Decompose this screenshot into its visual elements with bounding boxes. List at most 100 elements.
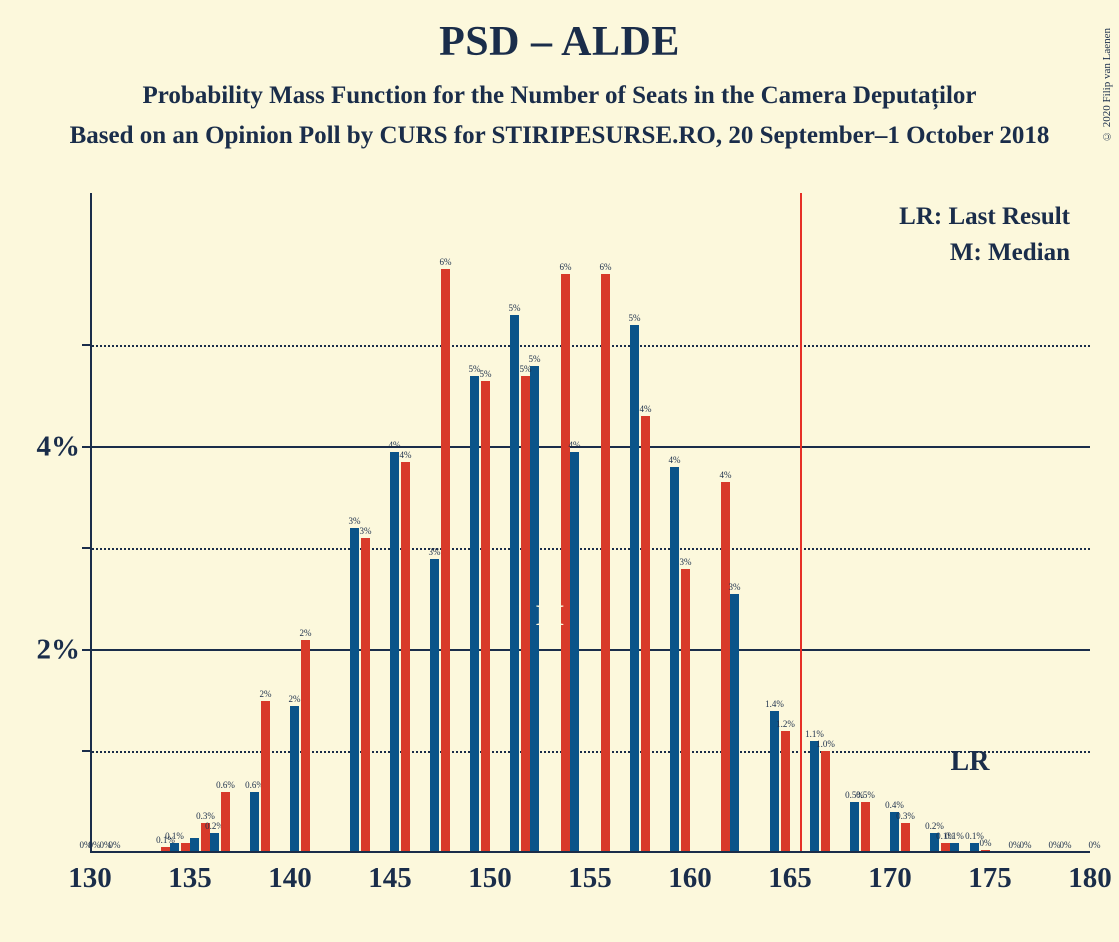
bar-blue: [810, 741, 819, 851]
bar-value-label: 0%: [109, 840, 121, 850]
x-axis-label: 170: [868, 862, 912, 895]
gridline-minor: [92, 751, 1090, 753]
bar-red: [941, 843, 950, 851]
bar-red: [261, 701, 270, 851]
bar-value-label: 1.2%: [776, 719, 795, 729]
x-axis-label: 135: [168, 862, 212, 895]
bar-blue: [970, 843, 979, 851]
bar-value-label: 2%: [300, 628, 312, 638]
bar-blue: [510, 315, 519, 851]
bar-blue: [850, 802, 859, 851]
legend-m: M: Median: [899, 239, 1070, 267]
bar-value-label: 0.1%: [945, 831, 964, 841]
x-axis-label: 140: [268, 862, 312, 895]
x-axis-label: 175: [968, 862, 1012, 895]
bar-value-label: 0%: [1020, 840, 1032, 850]
bar-value-label: 0.4%: [885, 800, 904, 810]
bar-red: [181, 843, 190, 851]
bar-blue: [730, 594, 739, 851]
bar-red: [441, 269, 450, 851]
bar-value-label: 0.6%: [216, 780, 235, 790]
bar-blue: [770, 711, 779, 851]
bar-value-label: 0.1%: [165, 831, 184, 841]
bar-value-label: 3%: [349, 516, 361, 526]
bar-value-label: 5%: [520, 364, 532, 374]
plot-region: LR: Last Result M: Median 2%4%1301351401…: [90, 193, 1090, 853]
bar-value-label: 3%: [680, 557, 692, 567]
bar-blue: [630, 325, 639, 851]
bar-value-label: 0.3%: [196, 811, 215, 821]
bar-value-label: 3%: [429, 547, 441, 557]
gridline-major: [92, 649, 1090, 651]
bar-blue: [670, 467, 679, 851]
bar-value-label: 0.3%: [896, 811, 915, 821]
legend: LR: Last Result M: Median: [899, 203, 1070, 275]
bar-value-label: 2%: [260, 689, 272, 699]
chart-subtitle-2: Based on an Opinion Poll by CURS for STI…: [0, 122, 1119, 150]
bar-value-label: 4%: [389, 440, 401, 450]
bar-value-label: 0.2%: [925, 821, 944, 831]
x-axis-label: 155: [568, 862, 612, 895]
bar-red: [901, 823, 910, 851]
bar-blue: [390, 452, 399, 851]
bar-value-label: 5%: [480, 369, 492, 379]
bar-red: [861, 802, 870, 851]
bar-value-label: 0%: [1089, 840, 1101, 850]
bar-value-label: 4%: [669, 455, 681, 465]
bar-value-label: 0%: [1060, 840, 1072, 850]
bar-value-label: 1.1%: [805, 729, 824, 739]
bar-value-label: 5%: [629, 313, 641, 323]
bar-red: [821, 751, 830, 851]
bar-blue: [470, 376, 479, 851]
lr-marker: LR: [951, 746, 990, 778]
median-marker: M: [536, 599, 564, 633]
bar-red: [401, 462, 410, 851]
bar-value-label: 4%: [640, 404, 652, 414]
x-axis-label: 165: [768, 862, 812, 895]
bar-value-label: 5%: [529, 354, 541, 364]
lr-line: [800, 193, 802, 853]
x-axis-label: 130: [68, 862, 112, 895]
y-axis-label: 4%: [30, 430, 80, 463]
bar-red: [781, 731, 790, 851]
bar-blue: [430, 559, 439, 851]
x-axis: [90, 851, 1090, 853]
bar-value-label: 0.5%: [856, 790, 875, 800]
bar-value-label: 6%: [440, 257, 452, 267]
bar-red: [681, 569, 690, 851]
bar-red: [561, 274, 570, 851]
bar-value-label: 4%: [720, 470, 732, 480]
gridline-minor: [92, 548, 1090, 550]
chart-area: LR: Last Result M: Median 2%4%1301351401…: [90, 193, 1090, 888]
legend-lr: LR: Last Result: [899, 203, 1070, 231]
bar-blue: [210, 833, 219, 851]
x-axis-label: 150: [468, 862, 512, 895]
bar-red: [601, 274, 610, 851]
y-axis-label: 2%: [30, 633, 80, 666]
bar-blue: [250, 792, 259, 851]
bar-value-label: 1.4%: [765, 699, 784, 709]
bar-red: [361, 538, 370, 851]
chart-title: PSD – ALDE: [0, 18, 1119, 66]
bar-blue: [570, 452, 579, 851]
bar-value-label: 3%: [360, 526, 372, 536]
y-axis: [90, 193, 92, 853]
bar-value-label: 0%: [980, 838, 992, 848]
bar-red: [641, 416, 650, 851]
bar-red: [481, 381, 490, 851]
x-axis-label: 145: [368, 862, 412, 895]
chart-subtitle-1: Probability Mass Function for the Number…: [0, 82, 1119, 110]
gridline-minor: [92, 345, 1090, 347]
bar-value-label: 6%: [600, 262, 612, 272]
x-axis-label: 180: [1068, 862, 1112, 895]
bar-blue: [190, 838, 199, 851]
bar-red: [521, 376, 530, 851]
bar-value-label: 5%: [509, 303, 521, 313]
bar-value-label: 1.0%: [816, 739, 835, 749]
bar-blue: [350, 528, 359, 851]
bar-blue: [950, 843, 959, 851]
gridline-major: [92, 446, 1090, 448]
bar-value-label: 4%: [569, 440, 581, 450]
bar-red: [221, 792, 230, 851]
copyright-text: © 2020 Filip van Laenen: [1101, 28, 1113, 142]
